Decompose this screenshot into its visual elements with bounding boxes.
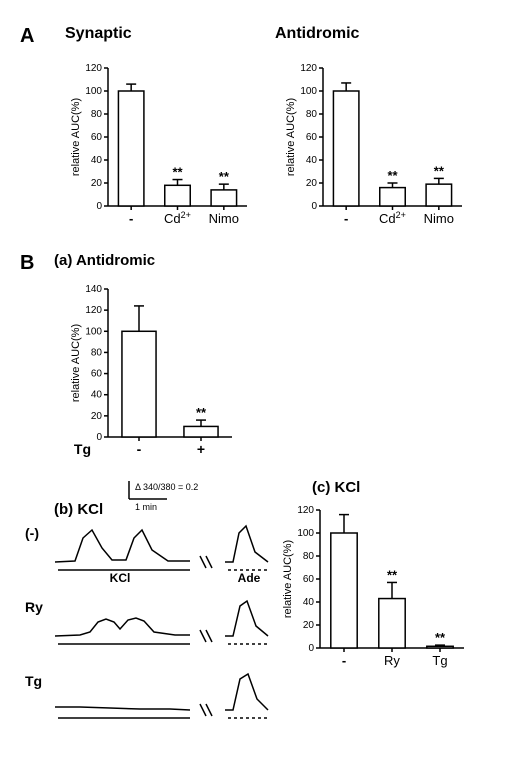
- svg-text:100: 100: [85, 326, 102, 337]
- svg-text:**: **: [387, 168, 398, 183]
- svg-text:-: -: [129, 211, 133, 226]
- svg-text:100: 100: [297, 528, 314, 539]
- svg-text:20: 20: [91, 411, 103, 422]
- svg-text:0: 0: [311, 201, 317, 212]
- svg-text:-: -: [342, 653, 346, 668]
- svg-text:Tg: Tg: [25, 673, 42, 689]
- chart-kcl: 0 20 40 60 80 100 120 relative AUC(%) - Ry ** Tg **: [280, 496, 470, 676]
- panel-a-title-right: Antidromic: [275, 25, 359, 43]
- svg-text:**: **: [435, 630, 446, 645]
- svg-text:relative AUC(%): relative AUC(%): [285, 98, 297, 176]
- svg-text:0: 0: [96, 201, 102, 212]
- svg-text:120: 120: [85, 63, 102, 74]
- svg-text:60: 60: [91, 132, 103, 143]
- panel-b-label: B: [20, 252, 50, 275]
- svg-text:**: **: [196, 405, 207, 420]
- svg-text:1 min: 1 min: [135, 502, 157, 512]
- svg-text:Cd2+: Cd2+: [164, 210, 191, 226]
- svg-text:0: 0: [96, 432, 102, 443]
- svg-text:Ade: Ade: [238, 571, 261, 585]
- svg-text:120: 120: [85, 305, 102, 316]
- svg-text:KCl: KCl: [110, 571, 131, 585]
- svg-text:20: 20: [91, 178, 103, 189]
- svg-text:+: +: [197, 441, 205, 457]
- svg-text:60: 60: [303, 574, 315, 585]
- svg-text:20: 20: [303, 620, 315, 631]
- panel-b-c-title: (c) KCl: [312, 479, 470, 496]
- svg-text:Cd2+: Cd2+: [379, 210, 406, 226]
- svg-text:Ry: Ry: [384, 653, 400, 668]
- svg-text:80: 80: [91, 347, 103, 358]
- svg-text:relative AUC(%): relative AUC(%): [282, 540, 294, 618]
- svg-text:**: **: [172, 165, 183, 180]
- chart-antidromic-a: 0 20 40 60 80 100 120 relative AUC(%) - Cd2+ ** Nim…: [283, 54, 468, 234]
- svg-text:Tg: Tg: [432, 653, 447, 668]
- svg-text:Δ 340/380 = 0.2: Δ 340/380 = 0.2: [135, 482, 198, 492]
- chart-synaptic: 0 20 40 60 80 100 120 relative AUC(%) - Cd2+ ** Nim…: [68, 54, 253, 234]
- panel-b-b-title: (b) KCl: [54, 501, 103, 518]
- svg-text:140: 140: [85, 284, 102, 295]
- traces-area: (-) KCl Ade Ry Tg: [20, 518, 280, 753]
- svg-text:100: 100: [85, 86, 102, 97]
- svg-text:-: -: [344, 211, 348, 226]
- svg-text:Nimo: Nimo: [209, 211, 239, 226]
- svg-text:40: 40: [306, 155, 318, 166]
- svg-text:60: 60: [91, 369, 103, 380]
- svg-text:**: **: [387, 567, 398, 582]
- svg-text:relative AUC(%): relative AUC(%): [70, 324, 82, 402]
- svg-text:0: 0: [308, 643, 314, 654]
- svg-text:40: 40: [91, 390, 103, 401]
- panel-a-title-left: Synaptic: [65, 25, 275, 43]
- svg-text:80: 80: [303, 551, 315, 562]
- svg-text:80: 80: [91, 109, 103, 120]
- scalebar: Δ 340/380 = 0.2 1 min: [123, 479, 233, 518]
- svg-text:Nimo: Nimo: [424, 211, 454, 226]
- chart-antidromic-b: 0 20 40 60 80 100 120 140 relative AUC(%) - + ** Tg: [68, 275, 492, 465]
- svg-text:-: -: [137, 441, 142, 457]
- svg-text:**: **: [219, 169, 230, 184]
- svg-text:(-): (-): [25, 525, 39, 541]
- svg-text:120: 120: [300, 63, 317, 74]
- svg-text:40: 40: [91, 155, 103, 166]
- panel-b-a-title: (a) Antidromic: [54, 252, 155, 269]
- svg-text:**: **: [434, 163, 445, 178]
- panel-a-label: A: [20, 25, 50, 48]
- svg-text:Tg: Tg: [74, 441, 91, 457]
- svg-text:Ry: Ry: [25, 599, 43, 615]
- svg-text:100: 100: [300, 86, 317, 97]
- svg-text:relative AUC(%): relative AUC(%): [70, 98, 82, 176]
- svg-text:80: 80: [306, 109, 318, 120]
- svg-text:120: 120: [297, 505, 314, 516]
- svg-text:60: 60: [306, 132, 318, 143]
- svg-text:20: 20: [306, 178, 318, 189]
- svg-text:40: 40: [303, 597, 315, 608]
